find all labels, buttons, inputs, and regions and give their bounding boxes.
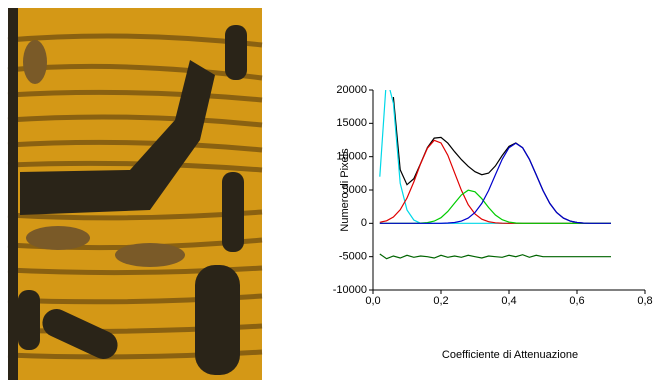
x-tick-label: 0,4 (501, 295, 516, 307)
series-line (379, 139, 611, 224)
y-tick-label: 15000 (336, 117, 367, 129)
series-line (379, 253, 611, 260)
textured-regions (23, 40, 185, 267)
series-line (379, 142, 611, 224)
y-tick-label: -10000 (333, 284, 367, 296)
y-tick-label: 10000 (336, 151, 367, 163)
x-tick-label: 0,6 (569, 295, 584, 307)
x-axis-label: Coefficiente di Attenuazione (442, 349, 578, 361)
series-line (379, 189, 611, 224)
y-tick-label: 0 (361, 217, 367, 229)
y-tick-label: 5000 (343, 184, 367, 196)
dark-regions (8, 8, 247, 380)
x-tick-label: 0,8 (637, 295, 652, 307)
y-tick-label: 20000 (336, 84, 367, 96)
y-axis-label: Numero di Pixels (339, 148, 351, 232)
series-line (379, 90, 611, 224)
plot-area (379, 90, 611, 260)
x-tick-label: 0,2 (433, 295, 448, 307)
wood-scan-image (7, 8, 263, 380)
y-tick-label: -5000 (339, 251, 367, 263)
x-tick-label: 0,0 (365, 295, 380, 307)
